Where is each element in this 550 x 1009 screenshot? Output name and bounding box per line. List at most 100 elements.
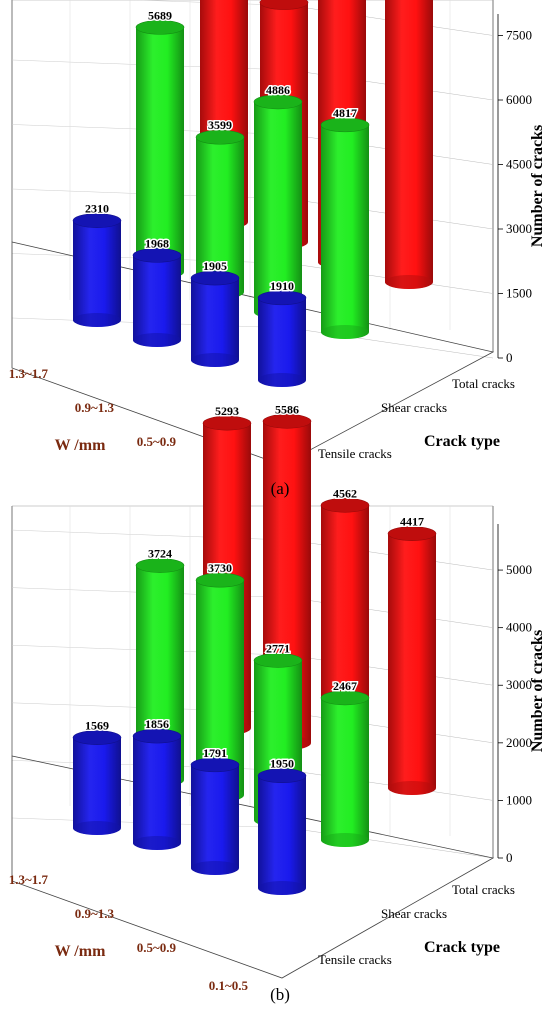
column-top bbox=[132, 728, 182, 744]
column-tensile-cracks-2: 1905 bbox=[190, 258, 240, 367]
column-top bbox=[202, 415, 252, 431]
column-top bbox=[387, 526, 437, 541]
column-top bbox=[195, 129, 245, 145]
y-axis-label: Number of cracks bbox=[529, 630, 546, 752]
y-tick-label: 1000 bbox=[506, 792, 532, 807]
y-tick-label: 4500 bbox=[506, 157, 532, 172]
column-base bbox=[191, 353, 239, 367]
column-base bbox=[321, 833, 369, 847]
column-tensile-cracks-0: 2310 bbox=[72, 200, 122, 327]
column-body bbox=[258, 775, 306, 895]
w-axis-label: W /mm bbox=[55, 943, 106, 960]
w-category-label: 0.9~1.3 bbox=[75, 400, 115, 415]
y-tick-label: 3000 bbox=[506, 677, 532, 692]
y-tick-label: 0 bbox=[506, 350, 513, 365]
caption-a: (a) bbox=[270, 479, 290, 498]
column-top bbox=[257, 768, 307, 784]
column-body bbox=[385, 0, 433, 289]
column-base bbox=[73, 313, 121, 327]
column-top bbox=[259, 0, 309, 10]
column-base bbox=[388, 781, 436, 795]
y-axis-label: Number of cracks bbox=[529, 125, 546, 247]
crack-type-label: Shear cracks bbox=[381, 400, 447, 415]
grid-line bbox=[289, 827, 494, 859]
column-shear-cracks-3: 2467 bbox=[320, 677, 370, 847]
y-tick-label: 7500 bbox=[506, 28, 532, 43]
data-label: 2771 bbox=[266, 641, 290, 655]
data-label: 5689 bbox=[148, 8, 172, 22]
column-body bbox=[73, 737, 121, 835]
column-body bbox=[258, 297, 306, 387]
y-tick-label: 2000 bbox=[506, 735, 532, 750]
column-top bbox=[135, 558, 185, 573]
data-label: 2467 bbox=[333, 679, 357, 693]
column-top bbox=[72, 730, 122, 745]
data-label: 3724 bbox=[148, 547, 172, 561]
data-label: 1569 bbox=[85, 719, 109, 733]
y-tick-label: 0 bbox=[506, 850, 513, 865]
column-body bbox=[73, 220, 121, 327]
column-body bbox=[388, 533, 436, 795]
data-label: 1950 bbox=[270, 757, 294, 771]
data-label: 4562 bbox=[333, 486, 357, 500]
data-label: 4817 bbox=[333, 106, 357, 120]
w-category-label: 0.9~1.3 bbox=[75, 906, 115, 921]
w-axis-label: W /mm bbox=[55, 437, 106, 454]
column-base bbox=[133, 836, 181, 850]
column-shear-cracks-3: 4817 bbox=[320, 104, 370, 339]
column-body bbox=[136, 27, 184, 279]
crack-type-label: Total cracks bbox=[452, 882, 515, 897]
data-label: 5293 bbox=[215, 404, 239, 418]
data-label: 2310 bbox=[85, 202, 109, 216]
data-label: 3730 bbox=[208, 561, 232, 575]
y-tick-label: 3000 bbox=[506, 221, 532, 236]
column-top bbox=[72, 213, 122, 228]
column-body bbox=[196, 137, 244, 299]
crack-type-label: Total cracks bbox=[452, 376, 515, 391]
column-top bbox=[320, 117, 370, 133]
column-body bbox=[196, 580, 244, 802]
y-tick-label: 1500 bbox=[506, 286, 532, 301]
data-label: 4417 bbox=[400, 515, 424, 529]
column-top bbox=[320, 497, 370, 513]
column-top bbox=[320, 690, 370, 706]
column-top bbox=[190, 270, 240, 286]
column-base bbox=[258, 881, 306, 895]
column-base bbox=[385, 275, 433, 289]
column-tensile-cracks-0: 1569 bbox=[72, 717, 122, 835]
data-label: 1791 bbox=[203, 746, 227, 760]
crack-type-axis-label: Crack type bbox=[424, 433, 500, 450]
column-body bbox=[321, 124, 369, 339]
column-body bbox=[321, 697, 369, 847]
data-label: 1856 bbox=[145, 717, 169, 731]
column-top bbox=[257, 290, 307, 306]
w-category-label: 0.5~0.9 bbox=[137, 434, 177, 449]
chart-panel-b: 0 1000 2000 3000 4000 5000 Number of cracks 1.3… bbox=[9, 401, 546, 993]
w-category-label: 0.5~0.9 bbox=[137, 940, 177, 955]
column-total-cracks-3: 4417 bbox=[387, 513, 437, 795]
column-base bbox=[191, 861, 239, 875]
crack-type-label: Tensile cracks bbox=[318, 952, 392, 967]
column-shear-cracks-1: 3599 bbox=[195, 117, 245, 299]
column-top bbox=[135, 20, 185, 35]
y-tick-label: 6000 bbox=[506, 92, 532, 107]
data-label: 5586 bbox=[275, 402, 299, 416]
column-body bbox=[254, 101, 302, 319]
data-label: 4886 bbox=[266, 83, 290, 97]
crack-type-label: Tensile cracks bbox=[318, 446, 392, 461]
column-base bbox=[321, 325, 369, 339]
data-label: 1910 bbox=[270, 279, 294, 293]
column-base bbox=[258, 373, 306, 387]
column-tensile-cracks-2: 1791 bbox=[190, 744, 240, 875]
data-label: 1905 bbox=[203, 259, 227, 273]
column-base bbox=[73, 821, 121, 835]
data-label: 3599 bbox=[208, 118, 232, 132]
column-tensile-cracks-1: 1968 bbox=[132, 235, 182, 347]
column-tensile-cracks-3: 1950 bbox=[257, 755, 307, 895]
caption-b: (b) bbox=[270, 985, 290, 1004]
column-tensile-cracks-3: 1910 bbox=[257, 277, 307, 387]
column-top bbox=[262, 414, 312, 429]
data-label: 1968 bbox=[145, 236, 169, 250]
column-body bbox=[191, 764, 239, 875]
